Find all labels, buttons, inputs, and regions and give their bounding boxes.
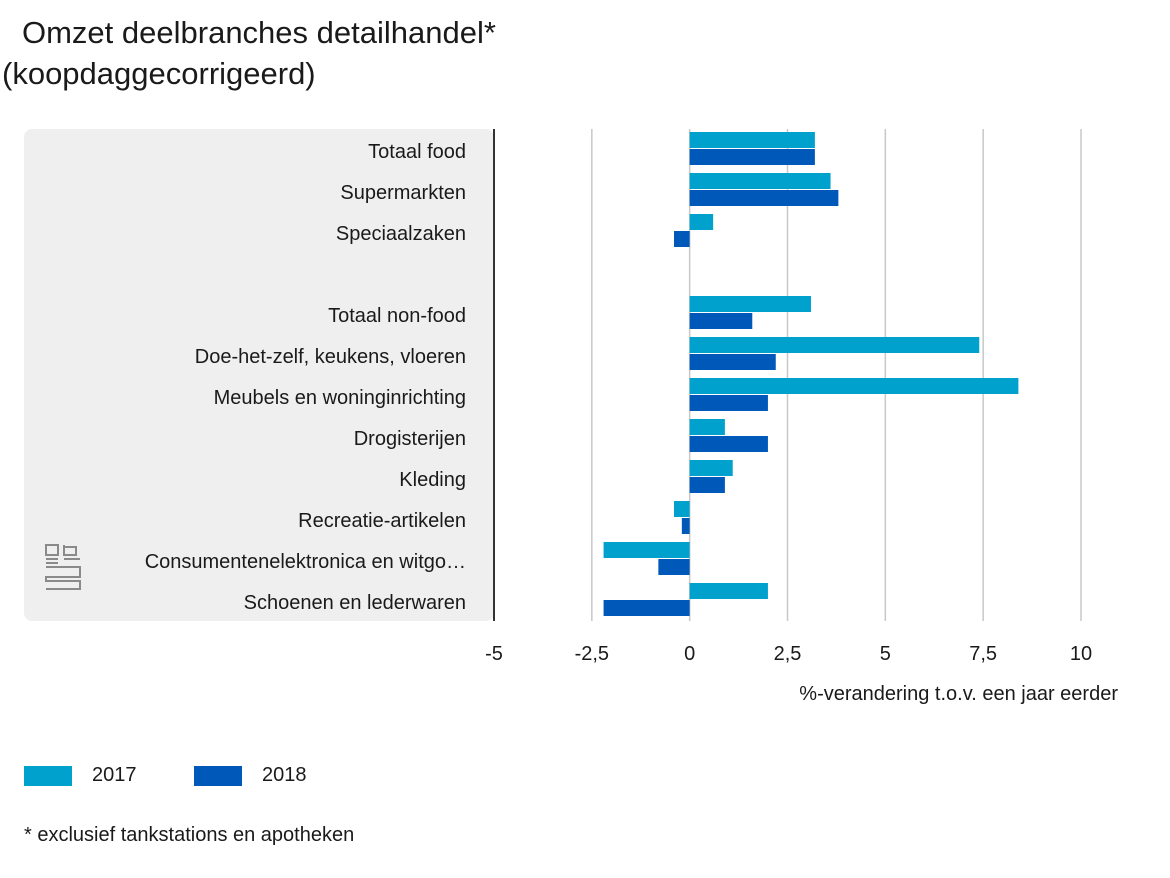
bar-2017 xyxy=(689,378,1019,394)
category-label: Doe-het-zelf, keukens, vloeren xyxy=(195,346,466,368)
legend: 2018 xyxy=(194,764,307,787)
x-tick-label: 5 xyxy=(880,643,891,665)
bar-2018 xyxy=(689,477,725,493)
category-label: Recreatie-artikelen xyxy=(298,510,466,532)
category-label: Meubels en woninginrichting xyxy=(214,387,466,409)
bar-2018 xyxy=(674,231,690,247)
category-label: Drogisterijen xyxy=(354,428,466,450)
x-tick-label: 7,5 xyxy=(969,643,997,665)
x-tick-label: 10 xyxy=(1070,643,1092,665)
bar-2017 xyxy=(674,501,690,517)
category-label: Speciaalzaken xyxy=(336,223,466,245)
bar-chart: Totaal food Supermarkten Speciaalzaken Tota… xyxy=(24,129,1118,705)
bar-2018 xyxy=(689,395,768,411)
x-tick-label: -2,5 xyxy=(575,643,609,665)
bar-2018 xyxy=(689,436,768,452)
bar-2017 xyxy=(689,419,725,435)
category-panel xyxy=(24,129,494,621)
x-tick-label: 2,5 xyxy=(774,643,802,665)
category-label: Consumentenelektronica en witgo… xyxy=(145,551,466,573)
bar-2018 xyxy=(689,190,839,206)
chart-title: Omzet deelbranches detailhandel* xyxy=(22,15,496,50)
bar-2017 xyxy=(603,542,690,558)
x-axis-title: %-verandering t.o.v. een jaar eerder xyxy=(799,683,1118,705)
bar-2017 xyxy=(689,337,980,353)
bar-2018 xyxy=(689,149,815,165)
x-tick-label: -5 xyxy=(485,643,503,665)
bar-2017 xyxy=(689,460,733,476)
bar-2017 xyxy=(689,583,768,599)
cbs-logo-icon xyxy=(45,544,81,590)
legend-label-2017: 2017 xyxy=(92,764,137,786)
legend-swatch-2018 xyxy=(194,765,242,786)
bar-2017 xyxy=(689,173,831,189)
bar-2017 xyxy=(689,214,714,230)
legend-swatch-2017 xyxy=(24,765,72,786)
bar-2018 xyxy=(603,600,690,616)
category-label: Schoenen en lederwaren xyxy=(244,592,466,614)
bar-2017 xyxy=(689,132,815,148)
bar-2018 xyxy=(681,518,690,534)
category-label: Supermarkten xyxy=(340,182,466,204)
bar-2018 xyxy=(689,354,776,370)
footnote: * exclusief tankstations en apotheken xyxy=(24,824,355,846)
category-label: Totaal food xyxy=(368,141,466,163)
bar-2018 xyxy=(658,559,690,575)
x-tick-label: 0 xyxy=(684,643,695,665)
category-label: Totaal non-food xyxy=(328,305,466,327)
chart-subtitle: (koopdaggecorrigeerd) xyxy=(2,56,316,91)
legend: 2017 xyxy=(24,764,137,787)
bar-2017 xyxy=(689,296,811,312)
category-label: Kleding xyxy=(399,469,466,491)
legend-label-2018: 2018 xyxy=(262,764,307,786)
bar-2018 xyxy=(689,313,753,329)
